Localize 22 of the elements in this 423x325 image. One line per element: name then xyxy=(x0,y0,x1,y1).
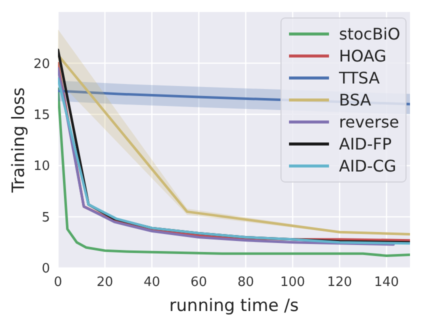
x-tick-label: 100 xyxy=(280,275,306,290)
x-tick-label: 140 xyxy=(374,275,399,290)
x-tick-label: 20 xyxy=(96,275,114,290)
legend-label: BSA xyxy=(339,90,372,110)
x-tick-label: 120 xyxy=(327,275,352,290)
legend-label: HOAG xyxy=(339,46,386,66)
legend-label: AID-CG xyxy=(339,156,396,176)
y-tick-label: 5 xyxy=(42,210,50,226)
legend-label: stocBiO xyxy=(339,24,400,44)
y-tick-label: 20 xyxy=(33,56,50,72)
y-tick-label: 0 xyxy=(42,262,50,277)
legend-label: reverse xyxy=(339,112,400,132)
x-tick-label: 40 xyxy=(144,275,160,290)
legend-label: AID-FP xyxy=(339,134,392,154)
x-axis-title: running time /s xyxy=(169,296,299,316)
x-tick-label: 80 xyxy=(237,275,254,290)
y-tick-label: 10 xyxy=(33,159,50,174)
y-tick-label: 15 xyxy=(33,108,50,123)
y-axis-title: Training loss xyxy=(9,87,29,194)
x-tick-label: 60 xyxy=(190,275,208,290)
x-tick-label: 0 xyxy=(54,275,62,290)
legend-label: TTSA xyxy=(338,68,380,88)
